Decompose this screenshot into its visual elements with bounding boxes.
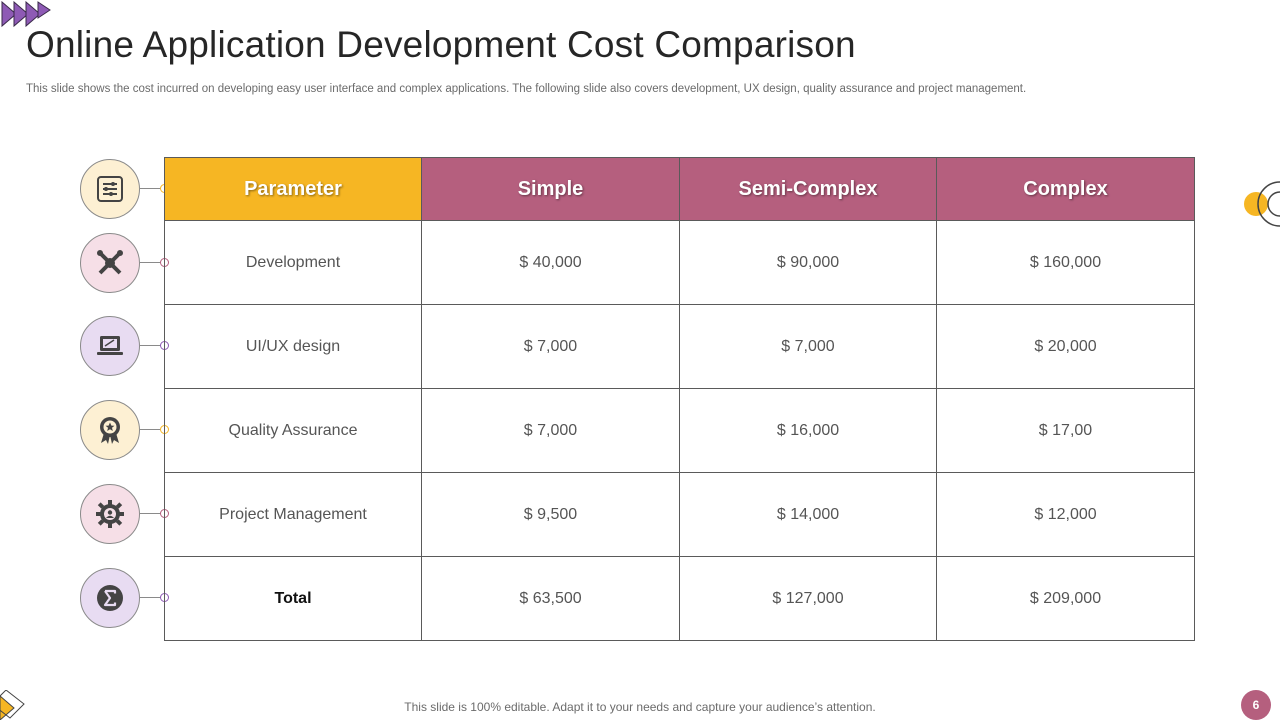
table-row: Project Management $ 9,500 $ 14,000 $ 12… — [164, 472, 1195, 557]
semi-complex-total-cell: $ 127,000 — [679, 556, 937, 641]
icon-item — [78, 231, 170, 295]
simple-cell: $ 9,500 — [421, 472, 680, 557]
cost-comparison-table: Parameter Simple Semi-Complex Complex De… — [164, 157, 1195, 641]
footer-note: This slide is 100% editable. Adapt it to… — [404, 700, 876, 714]
semi-complex-cell: $ 7,000 — [679, 304, 937, 389]
circles-decoration — [1244, 181, 1280, 227]
header-semi-complex: Semi-Complex — [679, 157, 937, 221]
semi-complex-cell: $ 16,000 — [679, 388, 937, 473]
parameter-cell: Project Management — [164, 472, 422, 557]
tools-icon — [97, 250, 123, 275]
header-complex: Complex — [936, 157, 1195, 221]
complex-total-cell: $ 209,000 — [936, 556, 1195, 641]
page-number-badge: 6 — [1241, 690, 1271, 720]
table-header-row: Parameter Simple Semi-Complex Complex — [164, 157, 1195, 221]
arrow-chevrons-decoration — [1, 0, 51, 28]
complex-cell: $ 160,000 — [936, 220, 1195, 305]
total-label-cell: Total — [164, 556, 422, 641]
simple-cell: $ 7,000 — [421, 388, 680, 473]
complex-cell: $ 12,000 — [936, 472, 1195, 557]
page-subtitle: This slide shows the cost incurred on de… — [26, 83, 1027, 95]
parameter-cell: Development — [164, 220, 422, 305]
simple-cell: $ 7,000 — [421, 304, 680, 389]
icon-column — [78, 157, 170, 640]
parameter-cell: UI/UX design — [164, 304, 422, 389]
icon-item — [78, 482, 170, 546]
laptop-icon — [97, 336, 123, 355]
simple-cell: $ 40,000 — [421, 220, 680, 305]
parameter-cell: Quality Assurance — [164, 388, 422, 473]
award-badge-icon — [100, 417, 120, 444]
icon-item — [78, 398, 170, 462]
header-simple: Simple — [421, 157, 680, 221]
complex-cell: $ 17,00 — [936, 388, 1195, 473]
icon-item — [78, 566, 170, 630]
table-row: Development $ 40,000 $ 90,000 $ 160,000 — [164, 220, 1195, 305]
semi-complex-cell: $ 14,000 — [679, 472, 937, 557]
table-row: Quality Assurance $ 7,000 $ 16,000 $ 17,… — [164, 388, 1195, 473]
header-parameter: Parameter — [164, 157, 422, 221]
table-row-total: Total $ 63,500 $ 127,000 $ 209,000 — [164, 556, 1195, 641]
icon-item — [78, 314, 170, 378]
gear-person-icon — [96, 500, 124, 528]
page-title: Online Application Development Cost Comp… — [26, 24, 856, 65]
sigma-icon — [97, 585, 123, 611]
checklist-icon — [97, 176, 123, 202]
diamond-decoration — [0, 690, 25, 720]
icon-item — [78, 157, 170, 221]
simple-total-cell: $ 63,500 — [421, 556, 680, 641]
table-row: UI/UX design $ 7,000 $ 7,000 $ 20,000 — [164, 304, 1195, 389]
semi-complex-cell: $ 90,000 — [679, 220, 937, 305]
complex-cell: $ 20,000 — [936, 304, 1195, 389]
